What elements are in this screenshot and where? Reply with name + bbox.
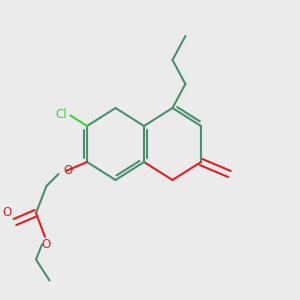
Text: O: O <box>42 238 51 251</box>
Text: O: O <box>63 164 72 178</box>
Text: Cl: Cl <box>56 107 68 121</box>
Text: O: O <box>3 206 12 219</box>
